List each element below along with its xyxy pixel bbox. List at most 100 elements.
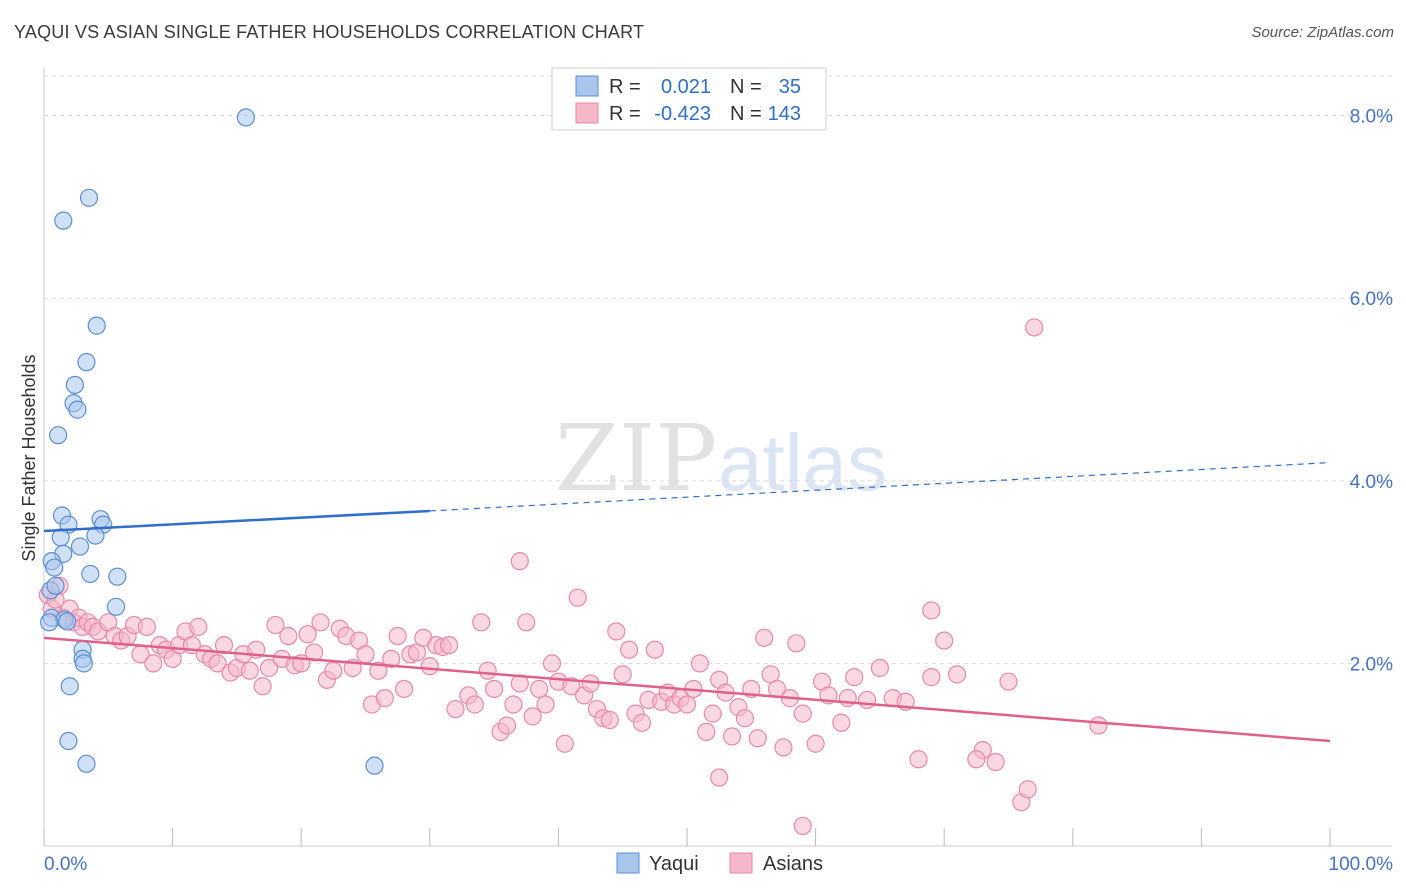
asians-point (555, 734, 574, 753)
asians-point (581, 674, 600, 693)
source-label: Source: ZipAtlas.com (1251, 24, 1394, 41)
asians-point (266, 615, 285, 635)
asians-point (806, 734, 825, 753)
bottom-legend-swatch-asians (729, 852, 753, 874)
watermark: ZIP atlas (555, 405, 887, 512)
yaqui-point (65, 375, 84, 395)
yaqui-point (106, 597, 126, 616)
legend-n-value-yaqui: 35 (779, 76, 801, 98)
asians-point (311, 613, 330, 632)
asians-point (999, 672, 1018, 691)
y-tick-label: 2.0% (1350, 654, 1393, 675)
y-tick-labels: 2.0% 4.0% 6.0% 8.0% (1350, 107, 1393, 676)
asians-point (517, 613, 536, 632)
yaqui-point (87, 316, 106, 335)
y-tick-label: 4.0% (1350, 472, 1393, 493)
yaqui-point (365, 756, 384, 775)
legend-n-value-asians: 143 (768, 103, 801, 125)
yaqui-point (60, 677, 79, 696)
asians-point (613, 665, 632, 684)
asians-point (497, 716, 517, 735)
asians-point (388, 626, 407, 646)
yaqui-point (86, 526, 105, 545)
asians-point (382, 649, 401, 668)
asians-point (774, 738, 793, 757)
yaqui-point (77, 754, 96, 773)
yaqui-point (79, 188, 99, 207)
asians-point (748, 729, 767, 748)
yaqui-point (49, 426, 68, 445)
asians-point (832, 713, 851, 732)
x-tick-label-min: 0.0% (44, 854, 87, 875)
yaqui-point (45, 558, 64, 577)
axes (43, 68, 1392, 847)
asians-point (755, 628, 774, 647)
grid-lines (44, 75, 1392, 664)
legend-r-value-asians: -0.423 (654, 103, 711, 125)
asians-point (510, 552, 529, 571)
asians-points (38, 318, 1108, 836)
asians-point (530, 679, 549, 699)
yaqui-point (68, 400, 87, 419)
asians-point (947, 665, 967, 684)
asians-point (208, 654, 227, 673)
asians-point (369, 661, 388, 680)
asians-point (439, 636, 459, 655)
asians-point (523, 707, 542, 726)
yaqui-point (40, 613, 59, 632)
asians-point (787, 634, 806, 653)
asians-point (967, 750, 986, 769)
asians-point (935, 631, 954, 650)
yaqui-trend-line (43, 509, 430, 533)
yaqui-point (54, 211, 73, 230)
watermark-atlas: atlas (718, 418, 887, 507)
asians-point (324, 661, 343, 680)
asians-point (607, 622, 626, 641)
asians-point (536, 695, 555, 714)
asians-point (1018, 780, 1037, 799)
asians-point (478, 661, 497, 680)
bottom-legend-swatch-yaqui (616, 852, 640, 874)
asians-point (793, 816, 812, 836)
asians-point (690, 654, 709, 673)
legend-n-label-yaqui: N = (730, 76, 762, 98)
yaqui-point (77, 353, 96, 372)
asians-point (1025, 318, 1044, 337)
asians-point (240, 661, 259, 680)
asians-point (189, 617, 208, 636)
bottom-legend-label-asians: Asians (763, 853, 823, 875)
asians-point (922, 668, 941, 687)
stats-legend: R = 0.021 N = 35 R = -0.423 N = 143 (551, 67, 827, 131)
asians-point (703, 704, 722, 723)
asians-point (697, 722, 716, 741)
yaqui-point (59, 731, 78, 751)
legend-r-value-yaqui: 0.021 (661, 76, 711, 98)
asians-point (986, 752, 1005, 772)
asians-point (375, 689, 394, 708)
asians-point (1089, 716, 1108, 735)
asians-point (504, 695, 523, 714)
asians-point (465, 695, 484, 714)
asians-point (253, 677, 272, 696)
legend-n-label-asians: N = (730, 103, 762, 125)
asians-point (677, 695, 697, 714)
asians-point (735, 709, 754, 728)
asians-point (214, 636, 234, 655)
asians-point (279, 626, 298, 646)
y-axis-label: Single Father Households (19, 354, 39, 561)
asians-point (793, 704, 812, 723)
yaqui-point (81, 564, 100, 584)
legend-r-label-asians: R = (609, 103, 641, 125)
asians-point (137, 617, 156, 636)
trend-lines (43, 461, 1331, 743)
asians-point (144, 654, 163, 673)
y-tick-label: 8.0% (1350, 107, 1393, 128)
asians-point (620, 640, 639, 659)
asians-point (562, 677, 581, 696)
asians-point (420, 657, 439, 676)
asians-point (710, 768, 729, 787)
yaqui-point (58, 612, 77, 631)
asians-point (394, 679, 414, 699)
asians-point (485, 679, 504, 699)
